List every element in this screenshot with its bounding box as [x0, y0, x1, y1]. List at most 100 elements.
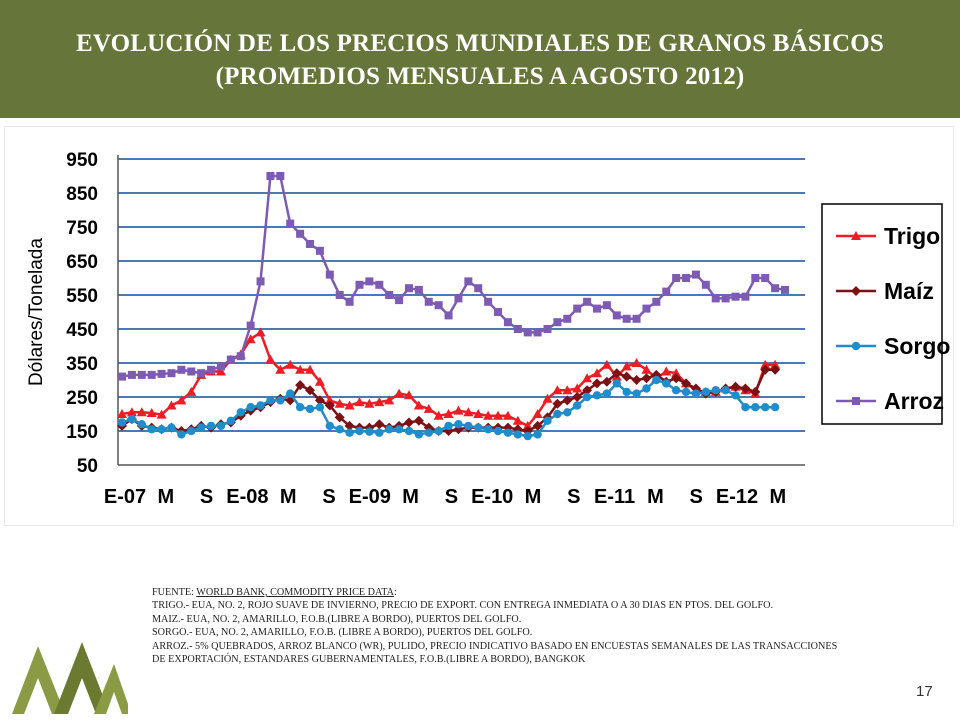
- data-point-sorgo: [335, 425, 344, 434]
- data-point-trigo: [176, 395, 187, 405]
- x-tick-label: E-07: [104, 486, 146, 508]
- data-point-trigo: [552, 385, 563, 395]
- y-tick-label: 150: [66, 422, 98, 443]
- x-tick-label: M: [769, 486, 786, 508]
- data-point-arroz: [494, 308, 503, 316]
- data-point-arroz: [118, 372, 126, 381]
- data-point-trigo: [572, 383, 583, 393]
- title-banner: EVOLUCIÓN DE LOS PRECIOS MUNDIALES DE GR…: [0, 0, 960, 118]
- data-point-arroz: [395, 296, 404, 305]
- y-tick-label: 450: [66, 320, 98, 341]
- data-point-maiz: [572, 392, 583, 402]
- data-point-arroz: [355, 280, 364, 289]
- data-point-trigo: [403, 390, 414, 400]
- data-point-trigo: [245, 334, 256, 344]
- data-point-sorgo: [612, 379, 621, 388]
- data-point-sorgo: [553, 409, 562, 419]
- data-point-arroz: [731, 292, 740, 301]
- data-point-trigo: [255, 327, 266, 337]
- data-point-sorgo: [681, 387, 691, 397]
- x-tick-label: E-11: [594, 486, 635, 508]
- data-point-sorgo: [602, 389, 612, 398]
- data-point-arroz: [464, 277, 473, 286]
- data-point-trigo: [295, 364, 306, 374]
- data-point-arroz: [771, 284, 780, 293]
- x-tick-label: E-09: [349, 486, 391, 508]
- data-point-arroz: [652, 297, 661, 306]
- data-point-trigo: [423, 403, 434, 413]
- data-point-trigo: [136, 407, 147, 417]
- data-point-trigo: [601, 359, 612, 369]
- data-point-maiz: [601, 376, 612, 387]
- data-point-maiz: [374, 419, 385, 430]
- data-point-trigo: [582, 373, 593, 383]
- data-point-sorgo: [295, 403, 305, 412]
- data-point-trigo: [433, 410, 444, 420]
- legend-label-maiz: Maíz: [884, 278, 934, 304]
- y-tick-label: 650: [66, 252, 98, 273]
- data-point-sorgo: [196, 423, 206, 432]
- data-point-trigo: [215, 366, 226, 376]
- data-point-sorgo: [276, 396, 285, 405]
- data-point-arroz: [414, 285, 423, 294]
- y-axis-label: Dólares/Tonelada: [26, 238, 47, 386]
- data-point-arroz: [385, 291, 394, 299]
- data-point-maiz: [552, 398, 563, 409]
- x-tick-label: M: [402, 486, 419, 508]
- data-point-maiz: [621, 371, 632, 382]
- data-point-arroz: [751, 274, 760, 282]
- data-point-arroz: [781, 285, 789, 294]
- data-point-trigo: [314, 376, 325, 386]
- data-point-trigo: [641, 364, 652, 374]
- data-point-sorgo: [206, 421, 216, 431]
- data-point-trigo: [760, 359, 771, 369]
- data-point-maiz: [582, 385, 593, 396]
- y-tick-label: 50: [77, 456, 98, 477]
- data-point-arroz: [157, 369, 166, 378]
- data-point-sorgo: [286, 389, 295, 398]
- data-point-trigo: [413, 400, 424, 410]
- data-point-arroz: [335, 291, 344, 299]
- data-point-trigo: [562, 385, 573, 395]
- source-line-sorgo: SORGO.- EUA, NO. 2, AMARILLO, F.O.B. (LI…: [152, 627, 533, 639]
- x-tick-label: E-12: [716, 486, 758, 508]
- data-point-trigo: [493, 410, 504, 420]
- page-title-line-2: (PROMEDIOS MENSUALES A AGOSTO 2012): [215, 63, 745, 90]
- source-heading: FUENTE: WORLD BANK, COMMODITY PRICE DATA…: [152, 586, 912, 599]
- data-point-sorgo: [503, 428, 513, 437]
- data-point-arroz: [256, 277, 265, 286]
- source-link[interactable]: WORLD BANK, COMMODITY PRICE DATA: [196, 587, 394, 598]
- data-point-trigo: [364, 398, 375, 408]
- data-point-sorgo: [691, 389, 701, 398]
- data-point-trigo: [770, 359, 781, 369]
- data-point-maiz: [305, 385, 316, 396]
- data-point-sorgo: [236, 408, 245, 417]
- data-point-sorgo: [137, 420, 146, 429]
- data-point-trigo: [631, 358, 642, 367]
- data-point-arroz: [721, 294, 730, 303]
- page-title-line-1: EVOLUCIÓN DE LOS PRECIOS MUNDIALES DE GR…: [76, 30, 884, 57]
- data-point-arroz: [672, 274, 681, 282]
- x-tick-label: S: [690, 486, 703, 508]
- data-point-sorgo: [365, 427, 374, 436]
- x-tick-label: M: [280, 486, 297, 508]
- data-point-maiz: [295, 380, 306, 391]
- data-point-maiz: [681, 378, 692, 389]
- data-point-arroz: [306, 240, 315, 248]
- data-point-arroz: [216, 362, 225, 371]
- data-point-trigo: [275, 364, 286, 374]
- legend-label-sorgo: Sorgo: [884, 333, 950, 359]
- data-point-arroz: [741, 292, 750, 301]
- data-point-sorgo: [464, 421, 473, 431]
- data-point-sorgo: [127, 414, 137, 424]
- x-tick-label: S: [445, 486, 458, 508]
- data-point-maiz: [314, 395, 325, 406]
- data-point-sorgo: [662, 379, 671, 388]
- x-tick-label: M: [525, 486, 542, 508]
- data-point-arroz: [375, 280, 384, 289]
- x-tick-label: E-10: [471, 486, 513, 508]
- x-tick-label: S: [200, 486, 213, 508]
- data-point-trigo: [473, 409, 484, 418]
- data-point-trigo: [384, 395, 395, 405]
- data-point-sorgo: [622, 387, 631, 397]
